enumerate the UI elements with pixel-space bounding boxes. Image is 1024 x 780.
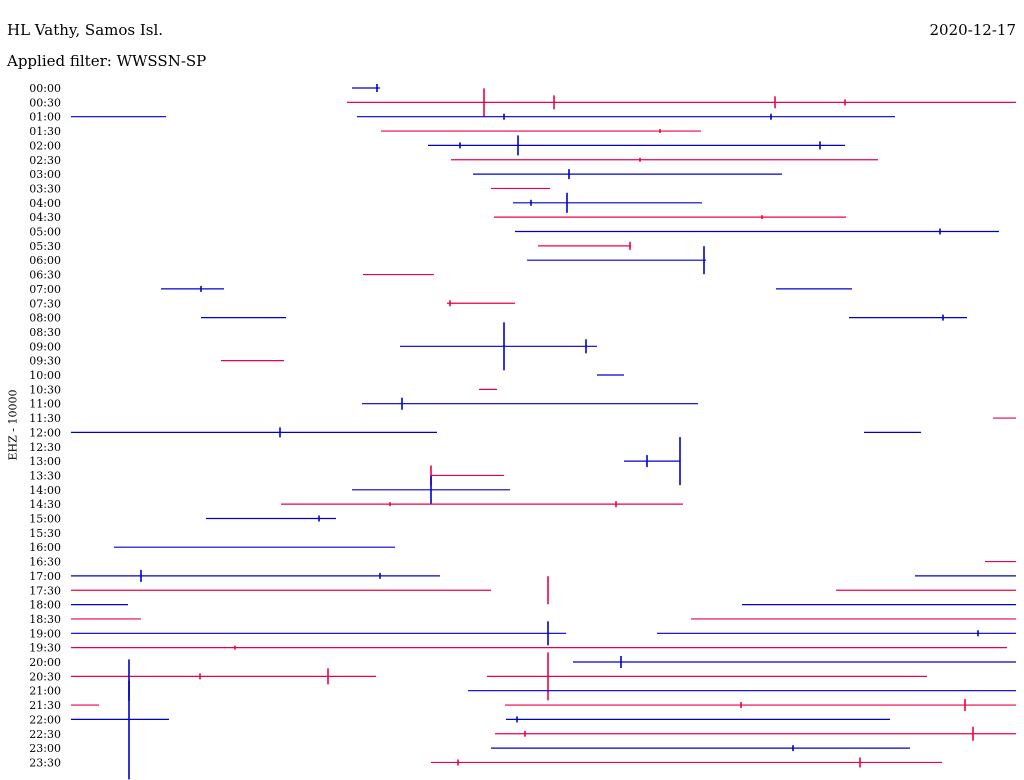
time-label-0600: 06:00 (29, 254, 61, 267)
time-label-0000: 00:00 (29, 82, 61, 95)
station-title: HL Vathy, Samos Isl. (7, 21, 164, 39)
time-label-2200: 22:00 (29, 713, 61, 726)
time-label-2030: 20:30 (29, 670, 61, 683)
seismic-traces (71, 84, 1016, 780)
time-label-1330: 13:30 (29, 469, 61, 482)
time-label-0500: 05:00 (29, 226, 61, 239)
time-label-0830: 08:30 (29, 326, 61, 339)
time-label-1500: 15:00 (29, 513, 61, 526)
time-label-0030: 00:30 (29, 96, 61, 109)
time-label-0200: 02:00 (29, 139, 61, 152)
time-label-0300: 03:00 (29, 168, 61, 181)
time-label-1200: 12:00 (29, 426, 61, 439)
time-label-0630: 06:30 (29, 269, 61, 282)
time-label-0900: 09:00 (29, 340, 61, 353)
time-label-0800: 08:00 (29, 312, 61, 325)
time-label-2130: 21:30 (29, 699, 61, 712)
filter-label: Applied filter: WWSSN-SP (7, 52, 207, 70)
time-label-2300: 23:00 (29, 742, 61, 755)
time-label-1400: 14:00 (29, 484, 61, 497)
time-label-1100: 11:00 (29, 398, 61, 411)
time-label-0530: 05:30 (29, 240, 61, 253)
time-label-1600: 16:00 (29, 541, 61, 554)
time-label-2230: 22:30 (29, 728, 61, 741)
time-label-0430: 04:30 (29, 211, 61, 224)
time-label-0230: 02:30 (29, 154, 61, 167)
time-label-2100: 21:00 (29, 685, 61, 698)
time-label-1830: 18:30 (29, 613, 61, 626)
time-label-1030: 10:30 (29, 383, 61, 396)
time-label-1300: 13:00 (29, 455, 61, 468)
date-label: 2020-12-17 (929, 21, 1016, 39)
time-label-1000: 10:00 (29, 369, 61, 382)
time-label-2000: 20:00 (29, 656, 61, 669)
time-label-0700: 07:00 (29, 283, 61, 296)
time-label-2330: 23:30 (29, 756, 61, 769)
time-label-0100: 01:00 (29, 111, 61, 124)
time-label-1530: 15:30 (29, 527, 61, 540)
time-label-1230: 12:30 (29, 441, 61, 454)
time-label-1800: 18:00 (29, 599, 61, 612)
time-label-1430: 14:30 (29, 498, 61, 511)
time-label-0330: 03:30 (29, 182, 61, 195)
time-label-0130: 01:30 (29, 125, 61, 138)
time-label-1130: 11:30 (29, 412, 61, 425)
time-label-0730: 07:30 (29, 297, 61, 310)
time-label-1700: 17:00 (29, 570, 61, 583)
time-label-1930: 19:30 (29, 642, 61, 655)
time-label-0930: 09:30 (29, 355, 61, 368)
time-label-1630: 16:30 (29, 556, 61, 569)
time-label-1730: 17:30 (29, 584, 61, 597)
time-label-1900: 19:00 (29, 627, 61, 640)
time-label-0400: 04:00 (29, 197, 61, 210)
